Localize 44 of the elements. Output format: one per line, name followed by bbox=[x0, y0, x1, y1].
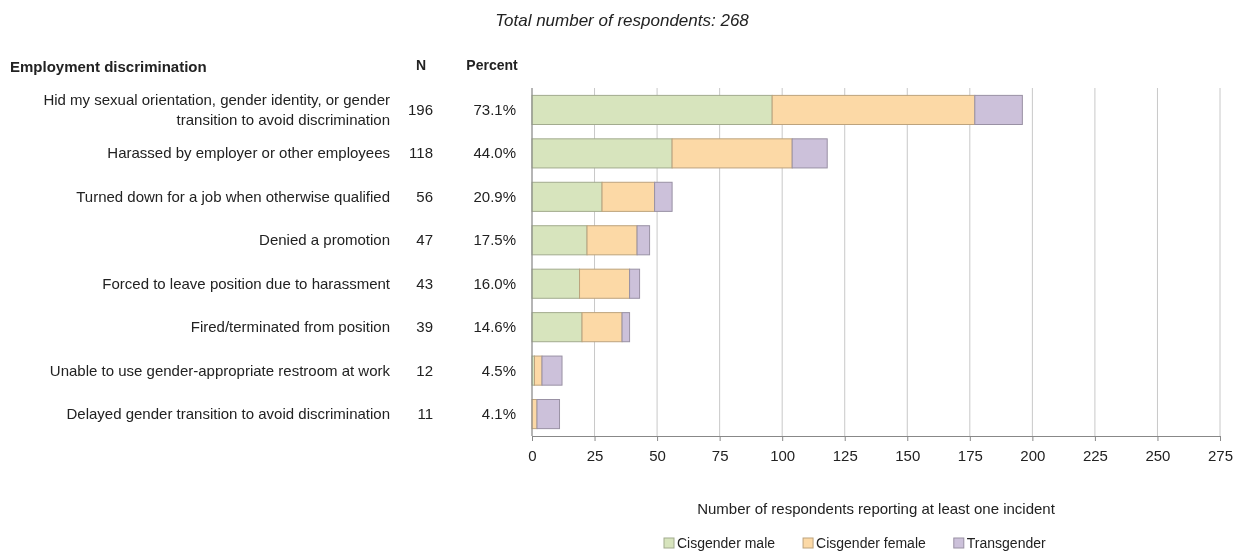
x-tick-label: 150 bbox=[895, 446, 921, 464]
text: 11 bbox=[417, 405, 433, 423]
x-tick-label: 75 bbox=[711, 446, 729, 464]
text: 14.6% bbox=[473, 318, 516, 336]
text: 12 bbox=[416, 361, 433, 379]
text: 20.9% bbox=[473, 187, 516, 205]
y-tick-label: Delayed gender transition to avoid discrimination bbox=[66, 405, 390, 423]
y-tick-label: Unable to use gender-appropriate restroom at work bbox=[49, 361, 391, 379]
text: 56 bbox=[416, 187, 433, 205]
x-tick-label: 125 bbox=[832, 446, 858, 464]
x-tick-label: 225 bbox=[1082, 446, 1108, 464]
y-axis-title: Employment discrimination bbox=[10, 58, 207, 75]
x-tick-label: 100 bbox=[770, 446, 796, 464]
text: 4.5% bbox=[481, 361, 516, 379]
x-tick-label: 25 bbox=[586, 446, 604, 464]
x-tick-label: 275 bbox=[1207, 446, 1234, 464]
y-tick-label: Turned down for a job when otherwise qualified bbox=[76, 187, 390, 205]
y-tick-label: Fired/terminated from position bbox=[190, 318, 390, 336]
x-tick-label: 175 bbox=[957, 446, 983, 464]
y-tick-label: Forced to leave position due to harassment bbox=[102, 274, 391, 292]
y-tick-label: Hid my sexual orientation, gender identity, or gender transition to avoid discrimination bbox=[43, 90, 390, 128]
text: 196 bbox=[407, 100, 433, 118]
text: 43 bbox=[416, 274, 433, 292]
text: Percent bbox=[466, 57, 519, 73]
text: 39 bbox=[416, 318, 433, 336]
legend-label: Cisgender male bbox=[677, 535, 776, 551]
text: 47 bbox=[416, 231, 433, 249]
text: 17.5% bbox=[473, 231, 516, 249]
y-tick-label: Harassed by employer or other employees bbox=[107, 144, 390, 162]
text: 118 bbox=[409, 144, 433, 162]
legend-label: Transgender bbox=[966, 535, 1046, 551]
text: N bbox=[415, 57, 427, 73]
x-axis-title: Number of respondents reporting at least one incident bbox=[697, 500, 1056, 517]
legend-label: Cisgender female bbox=[816, 535, 926, 551]
x-tick-label: 200 bbox=[1020, 446, 1046, 464]
text: 44.0% bbox=[473, 144, 516, 162]
text: 4.1% bbox=[481, 405, 516, 423]
y-tick-label: Denied a promotion bbox=[259, 231, 390, 249]
text: 73.1% bbox=[473, 100, 516, 118]
chart-title: Total number of respondents: 268 bbox=[495, 11, 750, 30]
text: 16.0% bbox=[473, 274, 516, 292]
x-tick-label: 0 bbox=[528, 446, 537, 464]
x-tick-label: 50 bbox=[649, 446, 666, 464]
x-tick-label: 250 bbox=[1145, 446, 1171, 464]
